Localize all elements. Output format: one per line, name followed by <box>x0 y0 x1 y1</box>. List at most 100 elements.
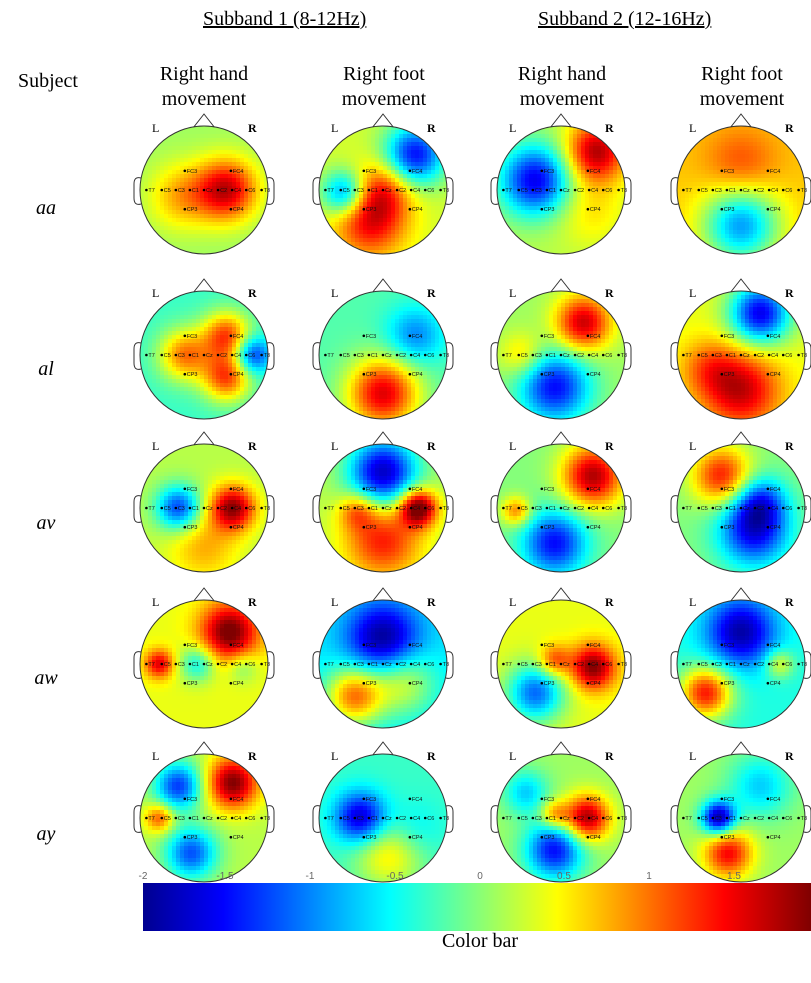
topomap-pixel <box>387 331 392 336</box>
topomap-pixel <box>343 214 348 219</box>
topomap-pixel <box>737 130 742 135</box>
topomap-pixel <box>605 154 610 159</box>
topomap-pixel <box>359 218 364 223</box>
topomap-pixel <box>168 186 173 191</box>
topomap-pixel <box>419 154 424 159</box>
topomap-pixel <box>789 202 794 207</box>
topomap-pixel <box>363 190 368 195</box>
topomap-pixel <box>797 194 802 199</box>
electrode-dot <box>753 188 757 192</box>
topomap-pixel <box>399 242 404 247</box>
topomap-pixel <box>236 238 241 243</box>
topomap-pixel <box>399 138 404 143</box>
topomap-pixel <box>573 174 578 179</box>
topomap-pixel <box>224 303 229 308</box>
topomap-pixel <box>252 182 257 187</box>
topomap-pixel <box>749 186 754 191</box>
topomap-pixel <box>789 190 794 195</box>
topomap-pixel <box>140 214 145 219</box>
topomap-pixel <box>399 202 404 207</box>
topomap-pixel <box>581 242 586 247</box>
topomap-pixel <box>208 299 213 304</box>
topomap-pixel <box>411 319 416 324</box>
topomap-pixel <box>176 415 181 419</box>
topomap-pixel <box>717 186 722 191</box>
topomap-pixel <box>228 222 233 227</box>
topomap-pixel <box>785 138 790 143</box>
topomap-pixel <box>383 194 388 199</box>
electrode-dot <box>720 207 724 211</box>
topomap-pixel <box>252 210 257 215</box>
electrode-label: FC4 <box>233 169 243 175</box>
topomap-pixel <box>601 154 606 159</box>
topomap-pixel <box>200 327 205 332</box>
topomap-pixel <box>435 323 440 328</box>
topomap-pixel <box>363 134 368 139</box>
topomap-pixel <box>569 182 574 187</box>
topomap-pixel <box>168 339 173 344</box>
electrode-dot <box>617 188 620 192</box>
electrode-dot <box>216 353 220 357</box>
topomap-pixel <box>331 331 336 336</box>
topomap-pixel <box>172 375 177 380</box>
topomap-pixel <box>609 182 614 187</box>
topomap-pixel <box>192 218 197 223</box>
topomap-pixel <box>427 218 432 223</box>
topomap-pixel <box>745 198 750 203</box>
topomap-pixel <box>537 218 542 223</box>
topomap-pixel <box>403 166 408 171</box>
topomap-pixel <box>260 206 265 211</box>
topomap-pixel <box>192 367 197 372</box>
topomap-pixel <box>597 174 602 179</box>
topomap-pixel <box>435 174 440 179</box>
topomap-pixel <box>164 142 169 147</box>
topomap-pixel <box>228 315 233 320</box>
topomap-pixel <box>164 383 169 388</box>
topomap-pixel <box>335 154 340 159</box>
topomap-pixel <box>256 194 261 199</box>
topomap-pixel <box>693 154 698 159</box>
electrode-label: C3 <box>715 188 722 194</box>
topomap-pixel <box>172 142 177 147</box>
topomap-pixel <box>363 295 368 300</box>
topomap-pixel <box>585 190 590 195</box>
topomap-pixel <box>427 222 432 227</box>
topomap-pixel <box>725 230 730 235</box>
topomap-pixel <box>224 234 229 239</box>
topomap-pixel <box>391 126 396 131</box>
topomap-pixel <box>200 335 205 340</box>
topomap-pixel <box>252 226 257 231</box>
topomap-pixel <box>801 182 805 187</box>
topomap-pixel <box>569 142 574 147</box>
topomap-pixel <box>721 174 726 179</box>
topomap-pixel <box>427 158 432 163</box>
topomap-pixel <box>549 226 554 231</box>
topomap-pixel <box>248 311 253 316</box>
topomap-pixel <box>565 218 570 223</box>
topomap-pixel <box>323 178 328 183</box>
topomap-pixel <box>379 154 384 159</box>
topomap-pixel <box>168 158 173 163</box>
nose-outline <box>371 278 395 294</box>
topomap-pixel <box>415 218 420 223</box>
topomap-pixel <box>152 339 157 344</box>
topomap-pixel <box>773 130 778 135</box>
topomap-pixel <box>525 226 530 231</box>
topomap-pixel <box>697 178 702 183</box>
topomap-pixel <box>407 307 412 312</box>
topomap-pixel <box>260 331 265 336</box>
topomap-pixel <box>212 134 217 139</box>
topomap-pixel <box>236 158 241 163</box>
topomap-pixel <box>248 210 253 215</box>
topomap-pixel <box>387 170 392 175</box>
topomap-pixel <box>164 355 169 360</box>
topomap-pixel <box>367 190 372 195</box>
topomap-pixel <box>781 222 786 227</box>
topomap-pixel <box>172 186 177 191</box>
topomap-pixel <box>359 194 364 199</box>
topomap-pixel <box>407 218 412 223</box>
topomap-pixel <box>375 166 380 171</box>
topomap-pixel <box>717 218 722 223</box>
topomap-pixel <box>148 323 153 328</box>
topomap-pixel <box>228 387 233 392</box>
